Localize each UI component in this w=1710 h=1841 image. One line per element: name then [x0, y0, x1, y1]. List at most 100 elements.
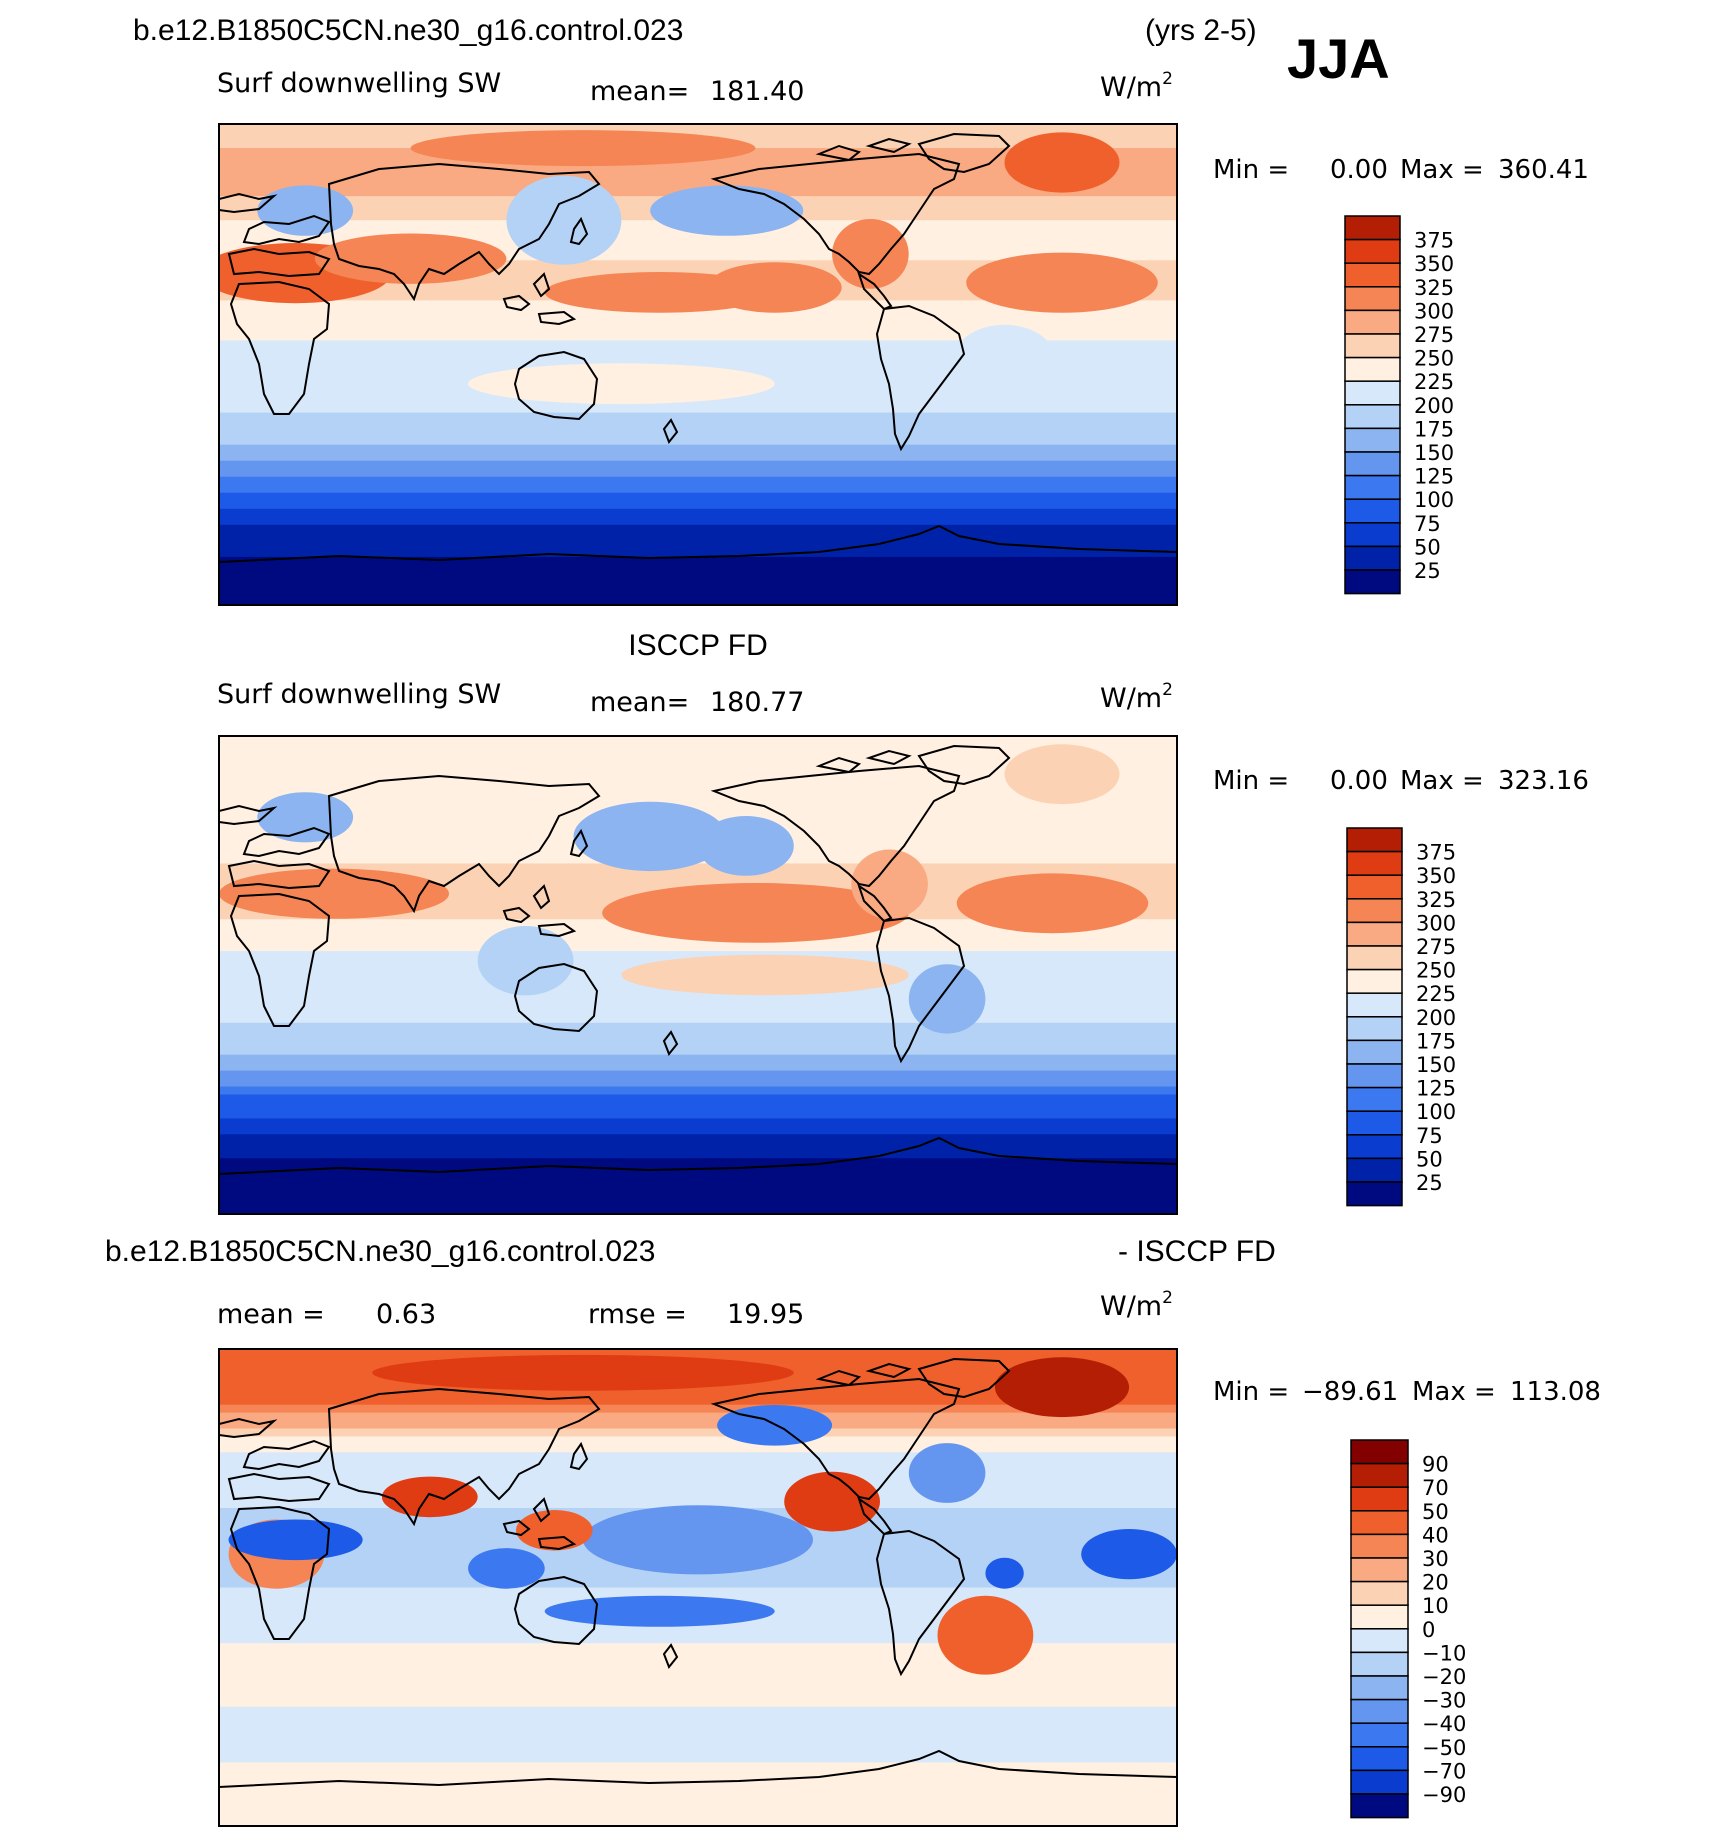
- colorbar-label: 150: [1414, 441, 1454, 465]
- colorbar-label: 20: [1422, 1571, 1449, 1595]
- panel3-min-label: Min =: [1213, 1377, 1289, 1407]
- colorbar-segment: [1344, 215, 1401, 241]
- colorbar-segment: [1346, 874, 1403, 900]
- panel2-mean-value: 180.77: [710, 687, 804, 718]
- zonal-band: [219, 1349, 1177, 1358]
- zonal-band: [219, 588, 1177, 598]
- zonal-band: [219, 751, 1177, 761]
- field-region: [468, 1548, 545, 1589]
- field-region: [908, 964, 986, 1034]
- zonal-band: [219, 316, 1177, 326]
- field-region: [219, 868, 449, 919]
- colorbar-label: 30: [1422, 1547, 1449, 1571]
- colorbar-segment: [1344, 238, 1401, 264]
- colorbar-segment: [1346, 1157, 1403, 1183]
- colorbar-label: 275: [1414, 323, 1454, 347]
- panel3-min-value: −89.61: [1302, 1377, 1398, 1407]
- colorbar-label: 175: [1414, 417, 1454, 441]
- panel3-title-left: b.e12.B1850C5CN.ne30_g16.control.023: [105, 1235, 655, 1268]
- zonal-band: [219, 998, 1177, 1008]
- panel3-max-label: Max =: [1412, 1377, 1496, 1407]
- zonal-band: [219, 1420, 1177, 1430]
- colorbar-segment: [1350, 1557, 1409, 1583]
- zonal-band: [219, 783, 1177, 793]
- zonal-band: [219, 1102, 1177, 1112]
- colorbar-label: 175: [1416, 1029, 1456, 1053]
- zonal-band: [219, 1444, 1177, 1453]
- zonal-band: [219, 1690, 1177, 1700]
- zonal-band: [219, 332, 1177, 342]
- zonal-band: [219, 1802, 1177, 1811]
- colorbar-label: 325: [1416, 888, 1456, 912]
- zonal-band: [219, 1786, 1177, 1795]
- zonal-band: [219, 1030, 1177, 1040]
- zonal-band: [219, 532, 1177, 542]
- field-region: [832, 219, 909, 289]
- zonal-band: [219, 1706, 1177, 1716]
- zonal-band: [219, 260, 1177, 269]
- colorbar-label: 300: [1414, 299, 1454, 323]
- field-region: [621, 954, 909, 996]
- colorbar-segment: [1350, 1580, 1409, 1606]
- colorbar-label: 90: [1422, 1453, 1449, 1477]
- zonal-band: [219, 596, 1177, 605]
- zonal-band: [219, 879, 1177, 888]
- colorbar-segment: [1346, 1110, 1403, 1136]
- colorbar-label: 100: [1414, 488, 1454, 512]
- zonal-band: [219, 524, 1177, 534]
- zonal-band: [219, 1738, 1177, 1748]
- panel1-max-value: 360.41: [1498, 155, 1589, 185]
- zonal-band: [219, 476, 1177, 486]
- colorbar-label: −50: [1422, 1736, 1466, 1760]
- field-region: [573, 801, 727, 872]
- field-region: [707, 262, 842, 313]
- zonal-band: [219, 1182, 1177, 1191]
- panel-model: Surf downwelling SW mean= 181.40 W/m2 Mi…: [217, 68, 1589, 606]
- zonal-band: [219, 951, 1177, 960]
- zonal-band: [219, 1174, 1177, 1183]
- zonal-band: [219, 743, 1177, 753]
- zonal-band: [219, 516, 1177, 526]
- colorbar-segment: [1346, 1039, 1403, 1065]
- zonal-band: [219, 863, 1177, 873]
- colorbar-segment: [1344, 356, 1401, 382]
- colorbar-segment: [1350, 1486, 1409, 1512]
- zonal-band: [219, 1579, 1177, 1589]
- colorbar-segment: [1350, 1439, 1409, 1465]
- map-frame-obs: [218, 735, 1178, 1215]
- field-region: [228, 1519, 363, 1561]
- zonal-band: [219, 124, 1177, 133]
- colorbar-label: 375: [1416, 841, 1456, 865]
- zonal-band: [219, 252, 1177, 261]
- zonal-band: [219, 268, 1177, 277]
- colorbar-segment: [1346, 1016, 1403, 1042]
- zonal-band: [219, 1682, 1177, 1692]
- zonal-band: [219, 420, 1177, 430]
- zonal-band: [219, 436, 1177, 446]
- colorbar-label: 75: [1414, 512, 1441, 536]
- zonal-band: [219, 1110, 1177, 1119]
- panel2-title: ISCCP FD: [628, 629, 767, 662]
- zonal-band: [219, 1746, 1177, 1756]
- zonal-band: [219, 871, 1177, 880]
- field-region: [410, 130, 756, 167]
- zonal-band: [219, 1166, 1177, 1175]
- colorbar-segment: [1344, 451, 1401, 477]
- zonal-band: [219, 1054, 1177, 1064]
- zonal-band: [219, 1142, 1177, 1151]
- panel-obs: ISCCP FD Surf downwelling SW mean= 180.7…: [217, 629, 1589, 1215]
- colorbar-segment: [1346, 1134, 1403, 1160]
- zonal-band: [219, 767, 1177, 777]
- colorbar-label: 100: [1416, 1100, 1456, 1124]
- zonal-band: [219, 1651, 1177, 1660]
- zonal-band: [219, 428, 1177, 438]
- zonal-band: [219, 308, 1177, 317]
- colorbar-segment: [1350, 1604, 1409, 1630]
- field-region: [257, 185, 354, 236]
- colorbar-label: 325: [1414, 276, 1454, 300]
- zonal-band: [219, 943, 1177, 952]
- zonal-band: [219, 1014, 1177, 1024]
- panel2-max-value: 323.16: [1498, 766, 1589, 796]
- zonal-band: [219, 1659, 1177, 1668]
- colorbar-segment: [1344, 474, 1401, 500]
